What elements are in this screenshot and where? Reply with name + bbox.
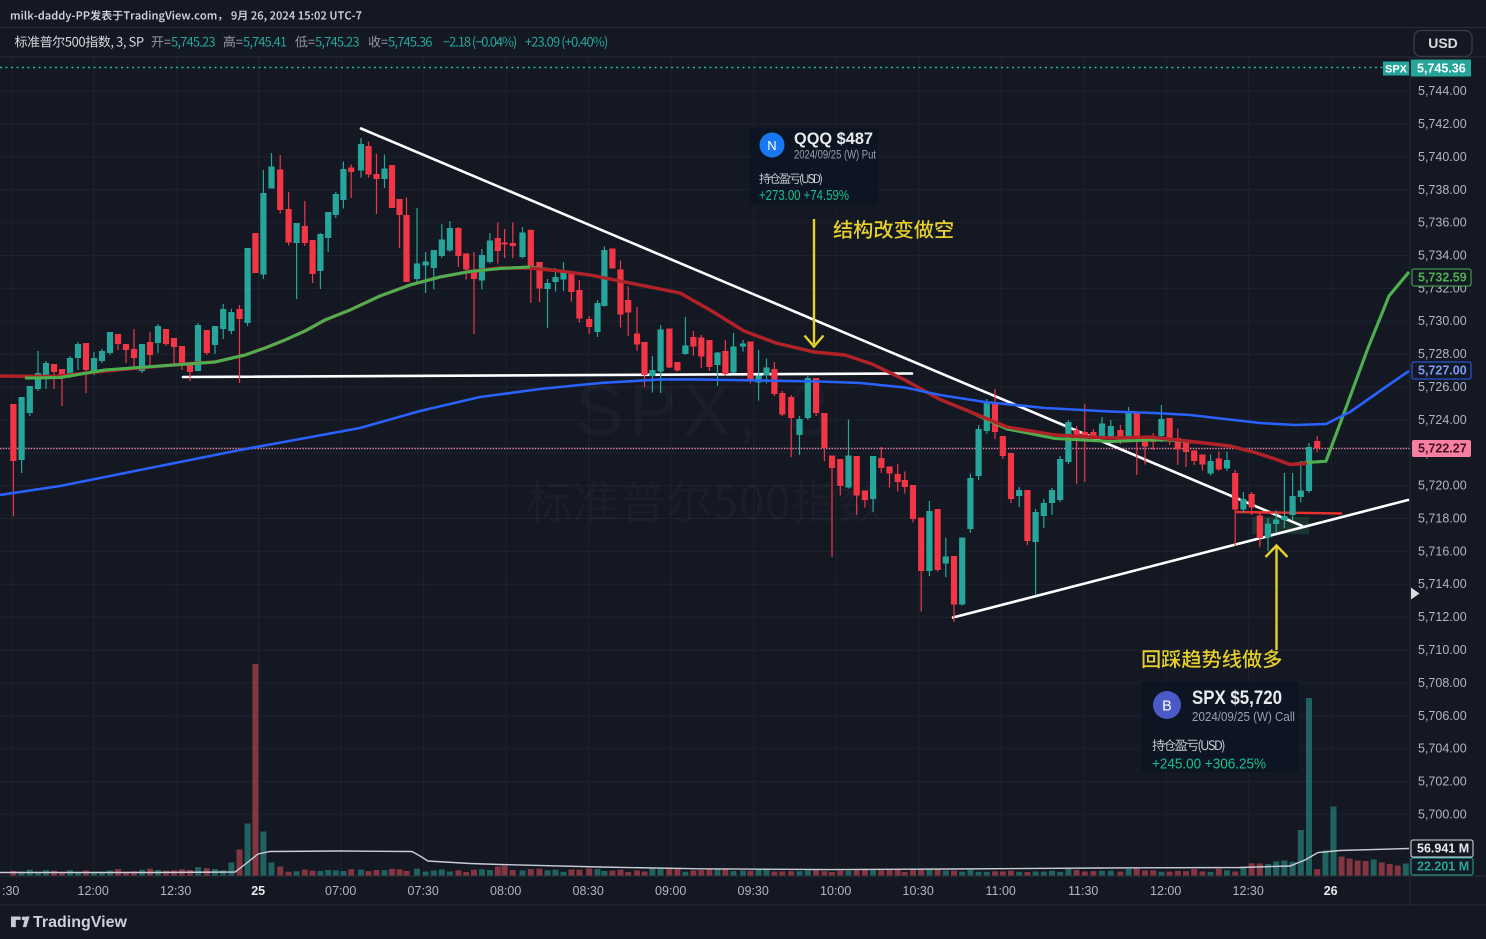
svg-text:10:00: 10:00 xyxy=(820,884,851,898)
svg-text:B: B xyxy=(1162,699,1172,715)
svg-text:+245.00 +306.25%: +245.00 +306.25% xyxy=(1152,756,1266,773)
svg-text:5,716.00: 5,716.00 xyxy=(1418,544,1467,558)
svg-text:TradingView: TradingView xyxy=(33,914,128,931)
svg-text:5,745.36: 5,745.36 xyxy=(1417,62,1466,76)
svg-text:11:30: 11:30 xyxy=(1068,884,1098,898)
svg-text:22.201 M: 22.201 M xyxy=(1417,860,1469,874)
svg-text:SPX: SPX xyxy=(1385,64,1408,76)
svg-text:5,708.00: 5,708.00 xyxy=(1418,676,1467,690)
svg-text:5,706.00: 5,706.00 xyxy=(1418,709,1467,723)
svg-text:5,736.00: 5,736.00 xyxy=(1418,216,1467,230)
svg-text:SPX, 3: SPX, 3 xyxy=(575,371,835,451)
svg-text:12:00: 12:00 xyxy=(78,884,109,898)
svg-text:5,720.00: 5,720.00 xyxy=(1418,479,1467,493)
svg-text:5,718.00: 5,718.00 xyxy=(1418,512,1467,526)
svg-text:26: 26 xyxy=(1324,884,1338,898)
svg-text:5,726.00: 5,726.00 xyxy=(1418,380,1467,394)
svg-text:08:30: 08:30 xyxy=(573,884,604,898)
svg-text:2024/09/25 (W) Put: 2024/09/25 (W) Put xyxy=(794,150,877,162)
svg-text:5,740.00: 5,740.00 xyxy=(1418,150,1467,164)
svg-text:QQQ $487: QQQ $487 xyxy=(794,130,873,148)
svg-text:5,734.00: 5,734.00 xyxy=(1418,249,1467,263)
svg-text:5,712.00: 5,712.00 xyxy=(1418,610,1467,624)
svg-text:5,744.00: 5,744.00 xyxy=(1418,84,1467,98)
svg-text:5,738.00: 5,738.00 xyxy=(1418,183,1467,197)
svg-text:12:00: 12:00 xyxy=(1150,884,1181,898)
svg-text:5,710.00: 5,710.00 xyxy=(1418,643,1467,657)
svg-text:5,728.00: 5,728.00 xyxy=(1418,347,1467,361)
svg-text:5,714.00: 5,714.00 xyxy=(1418,577,1467,591)
svg-text:5,724.00: 5,724.00 xyxy=(1418,413,1467,427)
svg-text:12:30: 12:30 xyxy=(1233,884,1264,898)
svg-text:5,727.00: 5,727.00 xyxy=(1418,364,1467,378)
svg-text:SPX $5,720: SPX $5,720 xyxy=(1192,687,1282,709)
svg-text:25: 25 xyxy=(251,884,265,898)
svg-text:56.941 M: 56.941 M xyxy=(1417,842,1469,856)
svg-text:+273.00 +74.59%: +273.00 +74.59% xyxy=(759,188,849,204)
svg-text:5,722.27: 5,722.27 xyxy=(1418,442,1467,456)
svg-text:11:00: 11:00 xyxy=(986,884,1016,898)
svg-text:09:00: 09:00 xyxy=(655,884,686,898)
svg-text:5,702.00: 5,702.00 xyxy=(1418,775,1467,789)
svg-text:12:30: 12:30 xyxy=(160,884,191,898)
svg-text:09:30: 09:30 xyxy=(738,884,769,898)
svg-text:2024/09/25 (W) Call: 2024/09/25 (W) Call xyxy=(1192,709,1295,724)
svg-text:5,732.59: 5,732.59 xyxy=(1418,271,1467,285)
svg-text:5,700.00: 5,700.00 xyxy=(1418,807,1467,821)
svg-text::30: :30 xyxy=(2,884,19,898)
svg-text:N: N xyxy=(767,138,776,153)
svg-text:08:00: 08:00 xyxy=(490,884,521,898)
svg-text:5,704.00: 5,704.00 xyxy=(1418,742,1467,756)
svg-text:07:30: 07:30 xyxy=(408,884,439,898)
svg-text:USD: USD xyxy=(1428,35,1458,51)
svg-text:07:00: 07:00 xyxy=(325,884,356,898)
svg-text:10:30: 10:30 xyxy=(903,884,934,898)
svg-text:5,730.00: 5,730.00 xyxy=(1418,314,1467,328)
svg-text:5,742.00: 5,742.00 xyxy=(1418,117,1467,131)
